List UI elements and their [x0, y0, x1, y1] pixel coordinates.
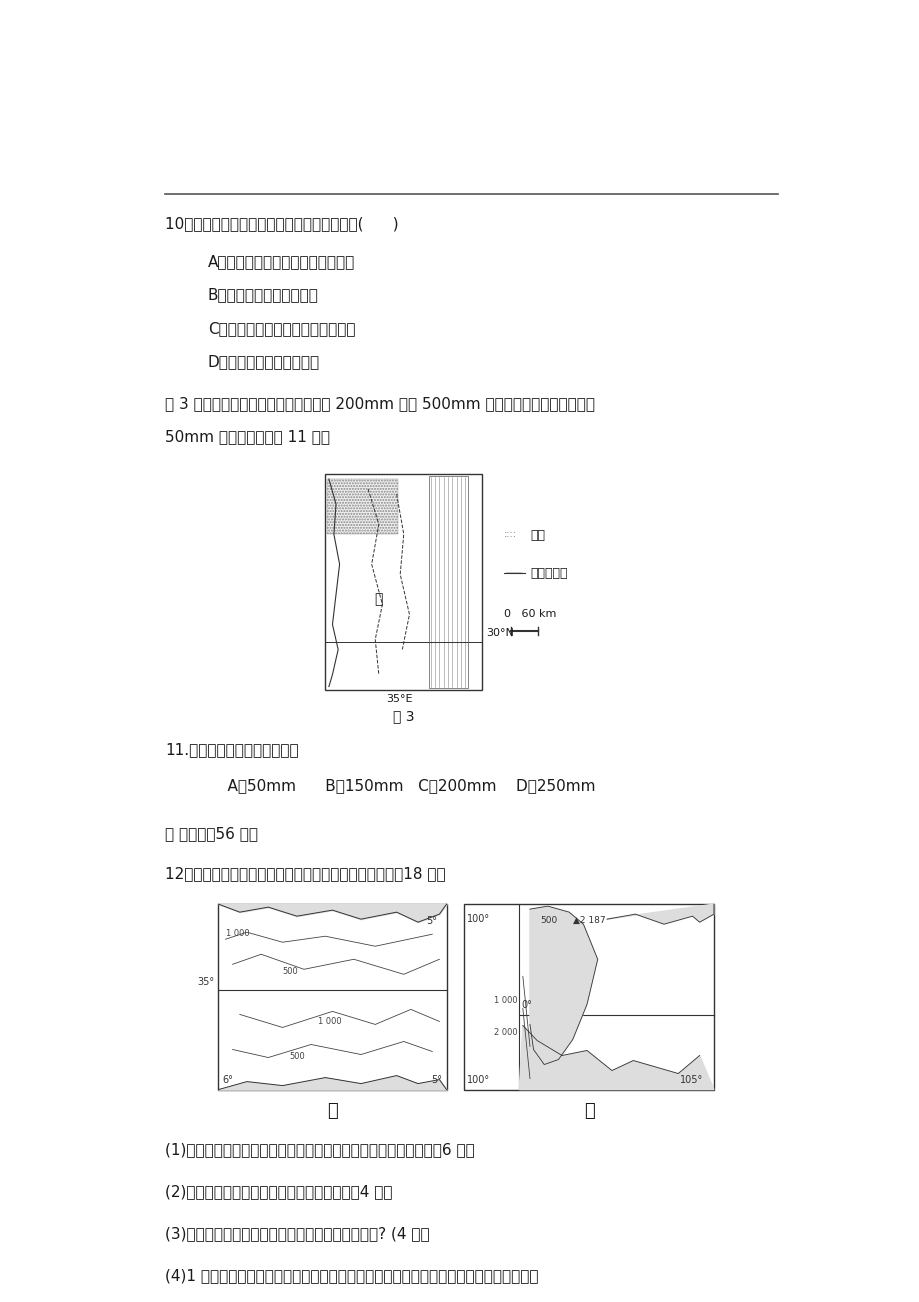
Text: 100°: 100° [466, 1074, 489, 1085]
Text: (2)简述甲、乙两海峡附近区域的气候特征。（4 分）: (2)简述甲、乙两海峡附近区域的气候特征。（4 分） [165, 1184, 392, 1199]
Text: 甲: 甲 [327, 1101, 337, 1120]
Text: 500: 500 [540, 917, 557, 926]
Polygon shape [607, 904, 713, 924]
Polygon shape [518, 1026, 713, 1090]
Text: 35°E: 35°E [386, 694, 412, 703]
Bar [464, 904, 713, 1090]
Bar [325, 474, 482, 690]
Text: 5°: 5° [430, 1074, 441, 1085]
Text: (4)1 月，一艘由甲海峡开往乙海峡的轮船，经过甲海峡时风高浪急，而经过乙海峡时则风: (4)1 月，一艘由甲海峡开往乙海峡的轮船，经过甲海峡时风高浪急，而经过乙海峡时… [165, 1268, 538, 1282]
Text: A．50mm      B．150mm   C．200mm    D．250mm: A．50mm B．150mm C．200mm D．250mm [208, 777, 595, 793]
Text: 5°: 5° [426, 917, 437, 926]
Text: 105°: 105° [679, 1074, 702, 1085]
Text: 500: 500 [289, 1052, 305, 1061]
Text: 1 000: 1 000 [318, 1017, 342, 1026]
Bar [326, 479, 398, 534]
Text: 1 000: 1 000 [494, 996, 517, 1005]
Text: 1 000: 1 000 [225, 930, 249, 939]
Text: (3)甲、乙两海峡沿岸地区主要的农产品分别有哪些? (4 分）: (3)甲、乙两海峡沿岸地区主要的农产品分别有哪些? (4 分） [165, 1226, 429, 1241]
Text: (1)说明甲、乙两地区附近板块界线的类型及其地质活动的特点。（6 分）: (1)说明甲、乙两地区附近板块界线的类型及其地质活动的特点。（6 分） [165, 1142, 474, 1156]
Text: 乙: 乙 [584, 1101, 594, 1120]
Text: 10．关于乙地形区所在地区的叙述，正确的是(      ): 10．关于乙地形区所在地区的叙述，正确的是( ) [165, 216, 398, 232]
Bar [428, 477, 468, 687]
Text: 2 000: 2 000 [494, 1029, 517, 1038]
Text: 500: 500 [282, 967, 298, 976]
Text: 季节性河流: 季节性河流 [530, 568, 568, 581]
Text: 50mm 左右。据此完成 11 题。: 50mm 左右。据此完成 11 题。 [165, 428, 330, 444]
Text: B．现代冰川侵蚀作用强烈: B．现代冰川侵蚀作用强烈 [208, 288, 318, 302]
Text: C．河流均源自中国，注入阿拉伯海: C．河流均源自中国，注入阿拉伯海 [208, 320, 355, 336]
Text: D．扼亚澳之间的过渡地带: D．扼亚澳之间的过渡地带 [208, 354, 320, 368]
Text: 沙漠: 沙漠 [530, 529, 545, 542]
Text: 6°: 6° [221, 1074, 233, 1085]
Text: 二 主观题（56 分）: 二 主观题（56 分） [165, 825, 257, 841]
Text: 0   60 km: 0 60 km [503, 609, 555, 620]
Bar [218, 904, 446, 1090]
Text: 12．读直布罗陀海峡和马六甲海峡图，回答下列问题。（18 分）: 12．读直布罗陀海峡和马六甲海峡图，回答下列问题。（18 分） [165, 866, 445, 881]
Text: 0°: 0° [521, 1000, 532, 1010]
Polygon shape [529, 906, 597, 1065]
Text: ::::: :::: [503, 529, 516, 539]
Text: 图 3 所示区域内自南向北年降水量由约 200mm 增至 500mm 左右，沙漠地区年降水量仅: 图 3 所示区域内自南向北年降水量由约 200mm 增至 500mm 左右，沙漠… [165, 396, 595, 411]
Text: 图 3: 图 3 [392, 710, 414, 724]
Text: 甲: 甲 [373, 592, 381, 605]
Text: A．世界上人口最多和最密集的地域: A．世界上人口最多和最密集的地域 [208, 254, 355, 270]
Text: 11.图中甲地区夏季降水量最接: 11.图中甲地区夏季降水量最接 [165, 742, 298, 756]
Text: 30°N: 30°N [485, 628, 513, 638]
Text: 100°: 100° [466, 914, 489, 924]
Text: ▲2 187: ▲2 187 [573, 917, 605, 926]
Text: 35°: 35° [197, 978, 214, 987]
